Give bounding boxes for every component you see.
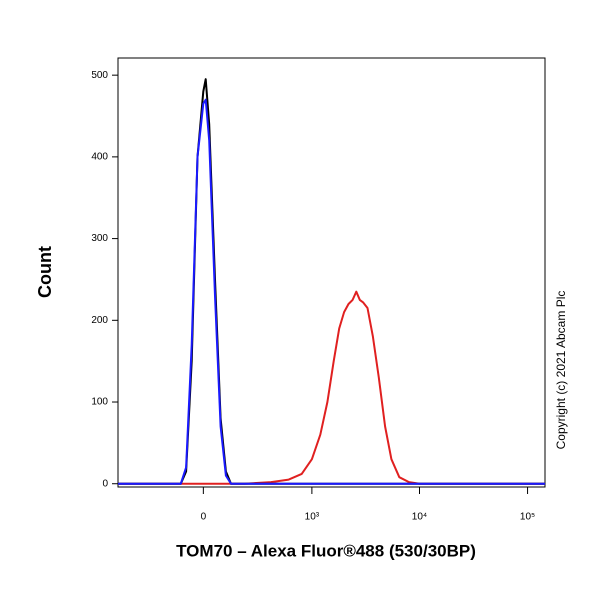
y-tick-label: 300 — [91, 233, 108, 244]
histogram-line — [118, 78, 545, 485]
curves — [118, 78, 545, 485]
copyright: Copyright (c) 2021 Abcam Plc — [554, 291, 568, 450]
y-axis-label: Count — [35, 246, 55, 298]
y-tick-label: 100 — [91, 397, 108, 408]
y-tick-label: 500 — [91, 70, 108, 81]
y-tick-label: 0 — [102, 478, 108, 489]
y-tick-label: 200 — [91, 315, 108, 326]
x-tick-label: 10⁴ — [412, 512, 427, 523]
plot-frame — [117, 57, 546, 488]
x-tick-label: 10⁵ — [520, 512, 535, 523]
x-axis-label: TOM70 – Alexa Fluor®488 (530/30BP) — [176, 541, 476, 560]
histogram-line — [118, 290, 545, 485]
histogram-line — [118, 98, 545, 485]
x-tick-label: 10³ — [305, 512, 320, 523]
x-tick-label: 0 — [201, 512, 207, 523]
y-tick-label: 400 — [91, 152, 108, 163]
